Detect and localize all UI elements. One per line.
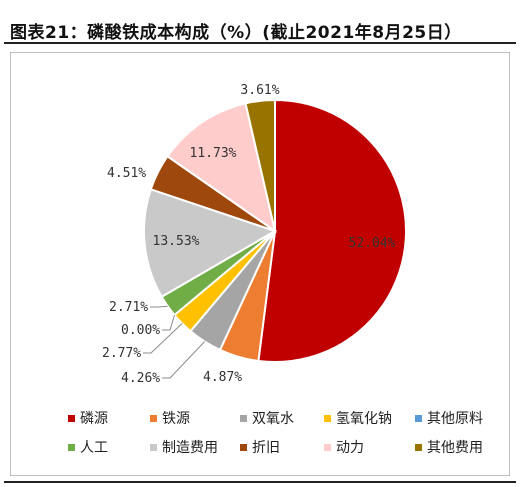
chart-frame — [10, 52, 510, 476]
data-label-5: 2.71% — [109, 300, 148, 315]
legend-swatch-1-0 — [68, 444, 75, 451]
legend-label-0-0: 磷源 — [80, 411, 108, 427]
data-label-8: 11.73% — [190, 146, 237, 161]
pie-slice-0 — [257, 98, 407, 363]
data-label-1: 4.87% — [203, 370, 242, 385]
pie-slice-8 — [166, 102, 277, 234]
leader-line-2 — [162, 341, 206, 379]
legend-label-1-1: 制造费用 — [162, 440, 218, 456]
data-label-0: 52.04% — [349, 236, 396, 251]
pie-slice-9 — [244, 98, 276, 232]
legend-swatch-0-3 — [324, 415, 331, 422]
pie-slice-6 — [143, 188, 278, 299]
data-label-3: 2.77% — [102, 346, 141, 361]
data-label-6: 13.53% — [153, 234, 200, 249]
legend-swatch-0-1 — [150, 415, 157, 422]
legend-swatch-0-2 — [240, 415, 247, 422]
legend-swatch-0-0 — [68, 415, 75, 422]
bottom-rule — [4, 481, 516, 483]
data-label-9: 3.61% — [240, 83, 279, 98]
leader-line-3 — [143, 323, 183, 354]
legend-swatch-1-3 — [324, 444, 331, 451]
title-bar: 图表21：磷酸铁成本构成（%）(截止2021年8月25日） — [4, 14, 516, 44]
data-label-7: 4.51% — [107, 166, 146, 181]
legend-swatch-1-4 — [415, 444, 422, 451]
legend-label-1-3: 动力 — [336, 440, 364, 456]
legend-label-1-2: 折旧 — [252, 440, 280, 456]
legend-label-1-4: 其他费用 — [427, 440, 483, 456]
page-title: 图表21：磷酸铁成本构成（%）(截止2021年8月25日） — [10, 23, 462, 43]
data-label-4: 0.00% — [121, 323, 160, 338]
leader-line-5 — [150, 305, 168, 308]
legend-swatch-0-4 — [415, 415, 422, 422]
legend-swatch-1-1 — [150, 444, 157, 451]
legend-label-0-4: 其他原料 — [427, 411, 483, 427]
leader-line-4 — [162, 314, 175, 331]
legend-label-0-1: 铁源 — [162, 411, 190, 427]
legend-label-1-0: 人工 — [80, 440, 108, 456]
legend-label-0-2: 双氧水 — [252, 411, 294, 427]
legend-swatch-1-2 — [240, 444, 247, 451]
legend-label-0-3: 氢氧化钠 — [336, 411, 392, 427]
data-label-2: 4.26% — [121, 371, 160, 386]
